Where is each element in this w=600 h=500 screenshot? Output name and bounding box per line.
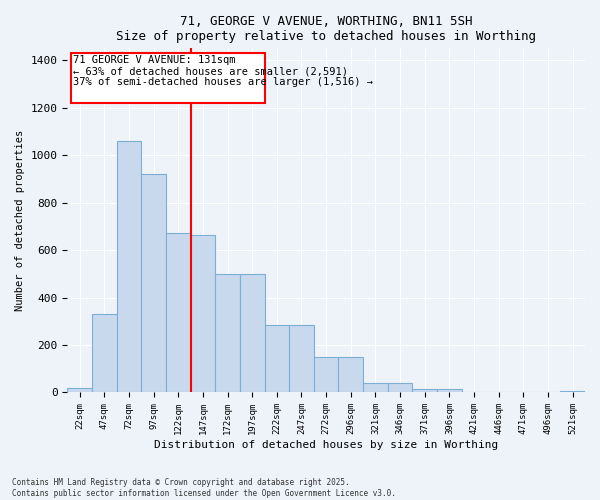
Bar — [560, 390, 585, 392]
FancyBboxPatch shape — [71, 53, 265, 103]
Bar — [412, 389, 437, 392]
Bar — [92, 314, 116, 392]
Bar — [191, 234, 215, 392]
Bar — [363, 383, 388, 392]
Bar — [141, 174, 166, 392]
Bar — [265, 325, 289, 392]
Y-axis label: Number of detached properties: Number of detached properties — [15, 130, 25, 311]
Title: 71, GEORGE V AVENUE, WORTHING, BN11 5SH
Size of property relative to detached ho: 71, GEORGE V AVENUE, WORTHING, BN11 5SH … — [116, 15, 536, 43]
Bar — [67, 388, 92, 392]
Bar — [240, 274, 265, 392]
Bar — [388, 383, 412, 392]
Bar — [437, 389, 462, 392]
Bar — [314, 357, 338, 392]
Bar — [116, 141, 141, 393]
Bar — [215, 274, 240, 392]
Text: Contains HM Land Registry data © Crown copyright and database right 2025.
Contai: Contains HM Land Registry data © Crown c… — [12, 478, 396, 498]
Text: 37% of semi-detached houses are larger (1,516) →: 37% of semi-detached houses are larger (… — [73, 77, 373, 87]
Bar — [338, 357, 363, 392]
Text: ← 63% of detached houses are smaller (2,591): ← 63% of detached houses are smaller (2,… — [73, 66, 349, 76]
X-axis label: Distribution of detached houses by size in Worthing: Distribution of detached houses by size … — [154, 440, 498, 450]
Text: 71 GEORGE V AVENUE: 131sqm: 71 GEORGE V AVENUE: 131sqm — [73, 56, 236, 66]
Bar — [166, 234, 191, 392]
Bar — [289, 325, 314, 392]
